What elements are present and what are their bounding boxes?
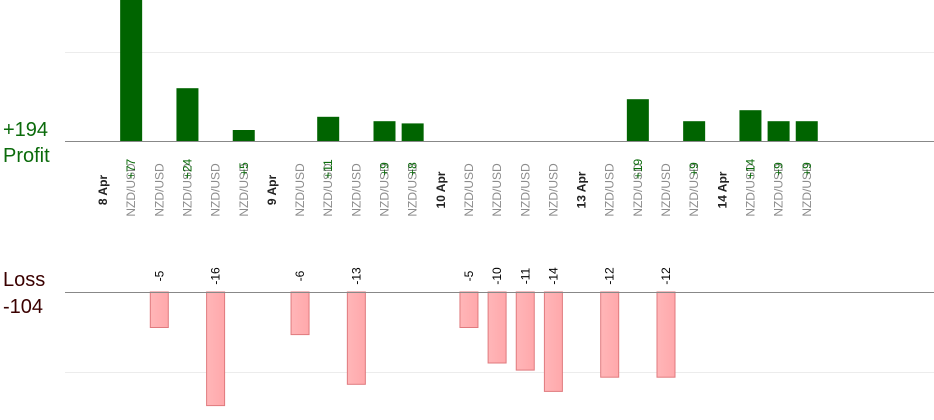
profit-label: Profit <box>3 145 50 167</box>
instrument-label: NZD/USD <box>209 163 223 217</box>
instrument-label: NZD/USD <box>546 163 560 217</box>
loss-value-label: -11 <box>518 267 532 284</box>
instrument-label: NZD/USD <box>772 163 786 217</box>
loss-value-label: -6 <box>293 270 307 281</box>
loss-value-label: -12 <box>659 267 673 285</box>
loss-value-label: -13 <box>349 267 363 285</box>
instrument-label: NZD/USD <box>687 163 701 217</box>
loss-total: -104 <box>3 296 44 318</box>
date-label: 10 Apr <box>434 171 448 208</box>
profit-bar <box>176 88 199 141</box>
instrument-label: NZD/USD <box>659 163 673 217</box>
loss-value-label: -12 <box>603 267 617 285</box>
profit-bar <box>373 121 396 141</box>
bars-layer <box>120 0 818 407</box>
instrument-label: NZD/USD <box>743 163 757 217</box>
loss-bar <box>206 291 226 407</box>
profit-bar <box>767 121 790 141</box>
profit-bar <box>120 0 143 141</box>
profit-value-label: +9 <box>687 162 701 176</box>
profit-bar <box>626 99 649 141</box>
profit-value-label: +14 <box>743 158 757 179</box>
profit-value-label: +9 <box>378 162 392 176</box>
instrument-label: NZD/USD <box>406 163 420 217</box>
profit-bar <box>739 110 762 141</box>
loss-bar <box>346 291 366 385</box>
loss-value-label: -16 <box>209 267 223 285</box>
profit-value-label: +24 <box>180 158 194 179</box>
loss-value-label: -10 <box>490 267 504 285</box>
instrument-label: NZD/USD <box>462 163 476 217</box>
profit-bar <box>317 116 340 141</box>
instrument-label: NZD/USD <box>152 163 166 217</box>
profit-bar <box>401 123 424 141</box>
instrument-label: NZD/USD <box>631 163 645 217</box>
loss-bar <box>459 291 479 328</box>
loss-bar <box>600 291 620 378</box>
loss-bar <box>543 291 563 392</box>
profit-value-label: +9 <box>800 162 814 176</box>
profit-value-label: +19 <box>631 158 645 179</box>
instrument-label: NZD/USD <box>490 163 504 217</box>
instrument-label: NZD/USD <box>378 163 392 217</box>
loss-value-label: -5 <box>462 270 476 281</box>
date-label: 14 Apr <box>715 171 729 208</box>
date-label: 9 Apr <box>265 175 279 206</box>
instrument-label: NZD/USD <box>124 163 138 217</box>
loss-label: Loss <box>3 269 46 291</box>
profit-total: +194 <box>3 119 49 141</box>
loss-bar <box>656 291 676 378</box>
profit-value-label: +5 <box>237 162 251 176</box>
profit-value-label: +8 <box>406 162 420 176</box>
loss-bar <box>487 291 507 364</box>
profit-bar <box>795 121 818 141</box>
profit-bar <box>232 130 255 141</box>
profit-value-label: +9 <box>772 162 786 176</box>
loss-value-label: -14 <box>546 267 560 285</box>
instrument-label: NZD/USD <box>293 163 307 217</box>
date-label: 8 Apr <box>96 175 110 206</box>
loss-bar <box>149 291 169 328</box>
instrument-label: NZD/USD <box>800 163 814 217</box>
loss-value-label: -5 <box>152 270 166 281</box>
instrument-label: NZD/USD <box>321 163 335 217</box>
loss-bar <box>515 291 535 371</box>
profit-value-label: +11 <box>321 159 335 179</box>
loss-bar <box>290 291 310 336</box>
instrument-label: NZD/USD <box>180 163 194 217</box>
profit-value-label: +77 <box>124 158 138 179</box>
instrument-label: NZD/USD <box>518 163 532 217</box>
date-label: 13 Apr <box>575 171 589 208</box>
instrument-label: NZD/USD <box>237 163 251 217</box>
instrument-label: NZD/USD <box>349 163 363 217</box>
profit-bar <box>683 121 706 141</box>
instrument-label: NZD/USD <box>603 163 617 217</box>
